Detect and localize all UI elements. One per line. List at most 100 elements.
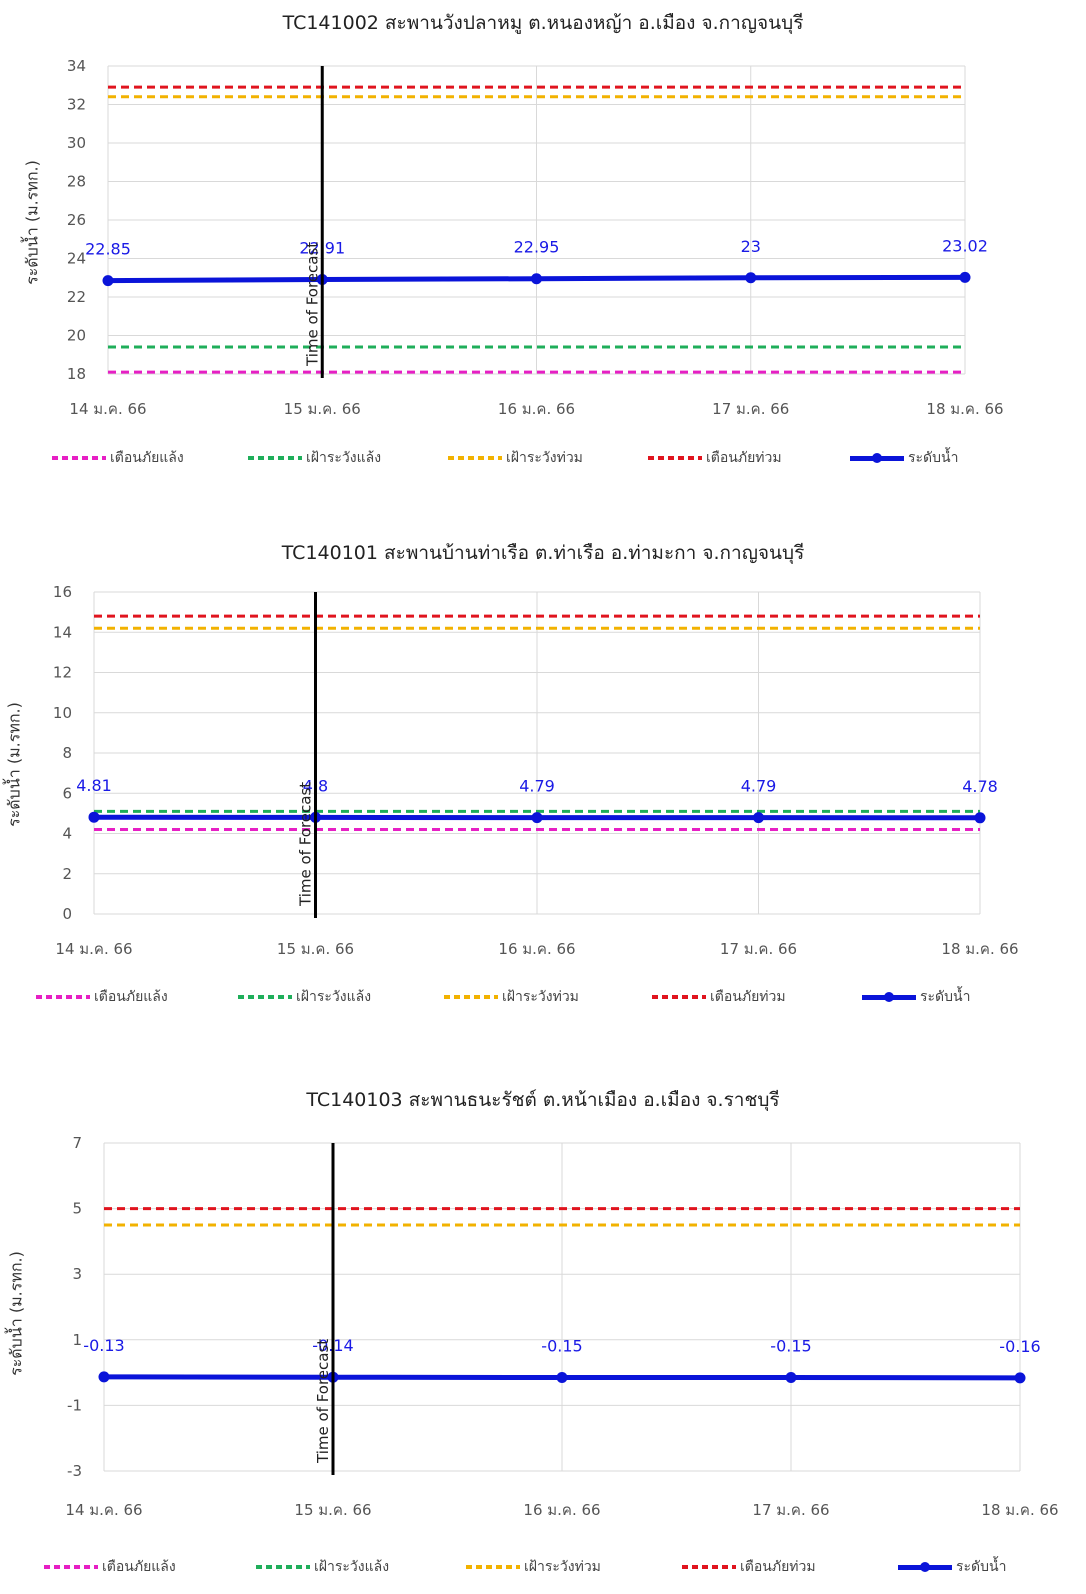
x-tick-label: 18 ม.ค. 66 <box>926 400 1003 418</box>
chart-panel-3: TC140103 สะพานธนะรัชต์ ต.หน้าเมือง อ.เมื… <box>0 1075 1086 1594</box>
legend-swatch <box>850 452 904 463</box>
legend-label: เตือนภัยแล้ง <box>94 989 168 1005</box>
data-label: -0.15 <box>770 1337 811 1356</box>
data-label: 22.85 <box>85 240 131 259</box>
data-label: 4.79 <box>741 777 777 796</box>
legend: เตือนภัยแล้ง เฝ้าระวังแล้ง เฝ้าระวังท่วม เต… <box>0 446 1086 470</box>
legend-swatch <box>256 1565 310 1569</box>
legend-item: ระดับน้ำ <box>898 1555 1006 1579</box>
y-tick-label: -1 <box>67 1396 82 1414</box>
y-tick-label: 6 <box>62 784 72 802</box>
legend-item: เตือนภัยแล้ง <box>44 1555 176 1579</box>
legend-swatch <box>36 995 90 999</box>
x-tick-label: 16 ม.ค. 66 <box>523 1501 600 1519</box>
data-label: 4.78 <box>962 777 998 796</box>
legend-swatch <box>448 456 502 460</box>
legend-swatch <box>44 1565 98 1569</box>
y-tick-label: 24 <box>67 250 86 268</box>
y-tick-label: 34 <box>67 57 86 75</box>
chart-panel-1: TC141002 สะพานวังปลาหมู ต.หนองหญ้า อ.เมื… <box>0 0 1086 500</box>
data-point <box>98 1371 110 1383</box>
legend-item: เฝ้าระวังแล้ง <box>238 985 371 1009</box>
y-tick-label: 14 <box>53 623 72 641</box>
forecast-label: Time of Forecast <box>314 1339 332 1464</box>
line-chart: 18 20 22 24 26 28 30 32 34 14 ม.ค. 66 15 ม.ค. 66 16… <box>67 57 1004 418</box>
legend-swatch <box>444 995 498 999</box>
legend-swatch <box>248 456 302 460</box>
legend-swatch <box>648 456 702 460</box>
y-tick-label: 30 <box>67 134 86 152</box>
data-label: -0.13 <box>83 1336 124 1355</box>
y-tick-label: 16 <box>53 583 72 601</box>
y-tick-label: 4 <box>62 825 72 843</box>
y-tick-label: 20 <box>67 327 86 345</box>
legend: เตือนภัยแล้ง เฝ้าระวังแล้ง เฝ้าระวังท่วม เต… <box>0 1555 1086 1579</box>
data-point <box>556 1372 568 1384</box>
legend-item: เฝ้าระวังท่วม <box>466 1555 601 1579</box>
legend-item: เตือนภัยท่วม <box>682 1555 816 1579</box>
data-point <box>102 275 114 287</box>
y-tick-label: 7 <box>72 1134 82 1152</box>
y-tick-label: 5 <box>72 1200 82 1218</box>
y-tick-label: 18 <box>67 365 86 383</box>
legend-item: เฝ้าระวังท่วม <box>444 985 579 1009</box>
data-point <box>745 272 757 284</box>
legend-label: เตือนภัยท่วม <box>740 1559 816 1575</box>
x-tick-label: 17 ม.ค. 66 <box>720 940 797 958</box>
forecast-label: Time of Forecast <box>303 242 321 367</box>
y-tick-label: 32 <box>67 96 86 114</box>
x-tick-label: 17 ม.ค. 66 <box>752 1501 829 1519</box>
legend-label: เฝ้าระวังท่วม <box>524 1559 601 1575</box>
legend-item: เฝ้าระวังแล้ง <box>248 446 381 470</box>
x-tick-label: 18 ม.ค. 66 <box>941 940 1018 958</box>
x-tick-label: 15 ม.ค. 66 <box>284 400 361 418</box>
legend-item: ระดับน้ำ <box>850 446 958 470</box>
x-tick-label: 15 ม.ค. 66 <box>294 1501 371 1519</box>
data-label: -0.15 <box>541 1337 582 1356</box>
data-point <box>959 271 971 283</box>
data-point <box>531 273 542 285</box>
legend-label: ระดับน้ำ <box>908 450 959 466</box>
legend-item: เตือนภัยท่วม <box>652 985 786 1009</box>
legend-swatch <box>652 995 706 999</box>
legend-swatch <box>466 1565 520 1569</box>
data-label: 4.81 <box>76 776 112 795</box>
chart-title: TC140103 สะพานธนะรัชต์ ต.หน้าเมือง อ.เมื… <box>306 1089 780 1111</box>
data-label: 4.79 <box>519 777 555 796</box>
chart-title: TC140101 สะพานบ้านท่าเรือ ต.ท่าเรือ อ.ท่… <box>281 542 805 564</box>
legend-item: เตือนภัยแล้ง <box>52 446 184 470</box>
legend-item: เฝ้าระวังแล้ง <box>256 1555 389 1579</box>
y-tick-label: 22 <box>67 288 86 306</box>
y-tick-label: 28 <box>67 173 86 191</box>
data-point <box>785 1372 797 1384</box>
x-tick-label: 16 ม.ค. 66 <box>498 940 575 958</box>
data-point <box>1014 1372 1026 1384</box>
x-tick-label: 15 ม.ค. 66 <box>277 940 354 958</box>
chart-panel-2: TC140101 สะพานบ้านท่าเรือ ต.ท่าเรือ อ.ท่… <box>0 530 1086 1030</box>
y-tick-label: 0 <box>62 905 72 923</box>
legend-label: เฝ้าระวังท่วม <box>506 450 583 466</box>
x-tick-label: 14 ม.ค. 66 <box>55 940 132 958</box>
legend-item: ระดับน้ำ <box>862 985 970 1009</box>
data-point <box>974 812 986 824</box>
legend-swatch <box>52 456 106 460</box>
data-label: 23.02 <box>942 236 988 255</box>
legend-label: เตือนภัยท่วม <box>706 450 782 466</box>
legend-label: เตือนภัยท่วม <box>710 989 786 1005</box>
y-tick-label: 2 <box>62 865 72 883</box>
legend-label: เฝ้าระวังแล้ง <box>296 989 372 1005</box>
chart-title: TC141002 สะพานวังปลาหมู ต.หนองหญ้า อ.เมื… <box>282 12 804 34</box>
legend-label: เตือนภัยแล้ง <box>102 1559 176 1575</box>
y-tick-label: 12 <box>53 664 72 682</box>
y-tick-label: -3 <box>67 1462 82 1480</box>
line-chart: 0 2 4 6 8 10 12 14 16 14 ม.ค. 66 15 ม.ค. 66 16 ม.ค.… <box>53 583 1019 958</box>
y-tick-label: 3 <box>72 1265 82 1283</box>
legend-label: ระดับน้ำ <box>920 989 971 1005</box>
line-chart: -3 -1 1 3 5 7 14 ม.ค. 66 15 ม.ค. 66 16 ม.ค. 66 17… <box>65 1134 1058 1519</box>
legend-swatch <box>898 1561 952 1572</box>
x-tick-label: 14 ม.ค. 66 <box>65 1501 142 1519</box>
data-point <box>88 811 100 823</box>
x-tick-label: 14 ม.ค. 66 <box>69 400 146 418</box>
legend-swatch <box>238 995 292 999</box>
legend-item: เตือนภัยแล้ง <box>36 985 168 1009</box>
